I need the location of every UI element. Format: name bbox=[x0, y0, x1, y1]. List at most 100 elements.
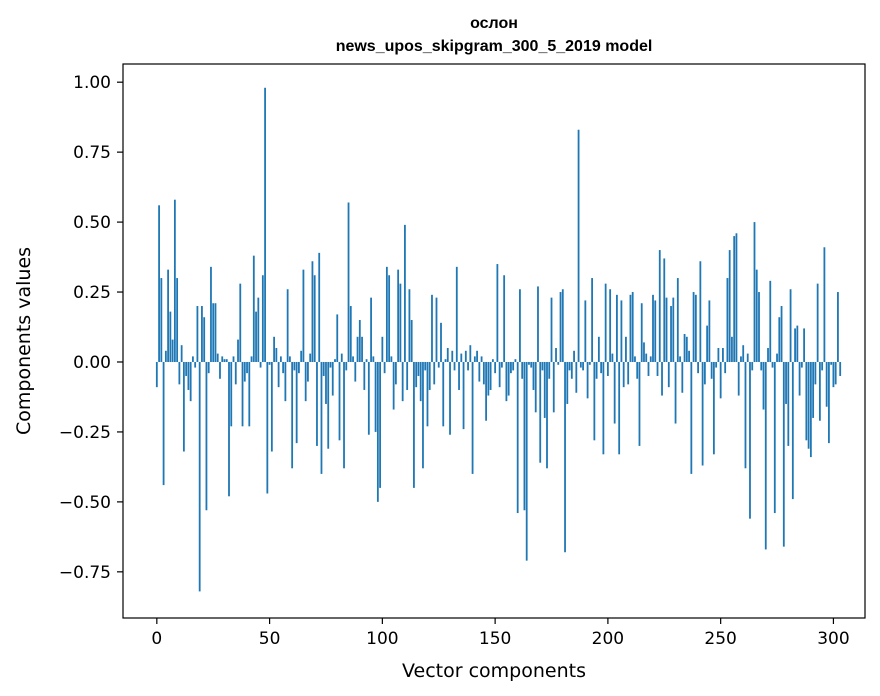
bar-component-120 bbox=[426, 361, 429, 427]
bar-component-7 bbox=[171, 339, 174, 362]
y-tick-label: −0.50 bbox=[59, 493, 111, 513]
bar-component-121 bbox=[428, 361, 431, 390]
bar-component-174 bbox=[548, 361, 551, 379]
bar-component-84 bbox=[345, 361, 348, 371]
bar-component-64 bbox=[300, 350, 303, 362]
bar-component-248 bbox=[715, 361, 718, 368]
bar-component-154 bbox=[503, 275, 506, 362]
bar-component-244 bbox=[706, 325, 709, 362]
bar-component-63 bbox=[298, 361, 300, 374]
bar-component-170 bbox=[539, 361, 542, 463]
bar-component-275 bbox=[776, 353, 778, 362]
y-tick-label: 0.00 bbox=[73, 353, 111, 373]
bar-component-235 bbox=[685, 336, 688, 362]
bar-component-155 bbox=[505, 361, 508, 402]
bar-component-250 bbox=[719, 361, 722, 399]
bar-component-16 bbox=[192, 356, 194, 362]
bar-component-21 bbox=[203, 317, 206, 362]
y-tick-label: 0.50 bbox=[73, 213, 111, 233]
bar-component-146 bbox=[485, 361, 487, 421]
bar-component-39 bbox=[243, 361, 246, 382]
bar-component-61 bbox=[293, 361, 296, 371]
bar-component-297 bbox=[825, 361, 828, 407]
bar-component-212 bbox=[634, 356, 636, 362]
bar-component-98 bbox=[376, 361, 379, 502]
bar-component-69 bbox=[311, 261, 314, 362]
x-tick-label: 200 bbox=[592, 629, 624, 649]
bar-component-280 bbox=[787, 361, 790, 446]
bar-component-289 bbox=[807, 361, 810, 449]
bar-component-97 bbox=[374, 361, 377, 432]
bar-component-132 bbox=[453, 361, 456, 371]
bar-component-52 bbox=[273, 336, 275, 362]
bar-component-131 bbox=[451, 350, 454, 362]
bar-component-267 bbox=[758, 292, 760, 362]
bar-component-153 bbox=[500, 361, 503, 368]
bar-component-300 bbox=[832, 361, 835, 388]
bar-component-93 bbox=[365, 359, 368, 362]
bar-component-96 bbox=[372, 356, 375, 362]
bar-component-210 bbox=[629, 294, 632, 362]
bar-component-200 bbox=[606, 361, 609, 376]
bar-component-243 bbox=[703, 361, 706, 385]
bar-component-302 bbox=[837, 292, 839, 362]
bar-component-116 bbox=[417, 361, 420, 376]
y-tick-label: −0.25 bbox=[59, 423, 111, 443]
plot-area-frame bbox=[122, 63, 866, 619]
bar-component-281 bbox=[789, 289, 792, 362]
bar-component-217 bbox=[645, 353, 648, 362]
bar-component-162 bbox=[521, 361, 524, 379]
bar-component-156 bbox=[507, 361, 510, 396]
bar-component-13 bbox=[185, 361, 188, 376]
bar-component-197 bbox=[600, 361, 603, 374]
bar-component-163 bbox=[523, 361, 526, 511]
bar-component-259 bbox=[740, 356, 742, 362]
x-axis-ticks: 0 50 100 150 200 250 300 bbox=[151, 618, 850, 649]
bar-component-123 bbox=[433, 361, 436, 385]
bar-component-27 bbox=[216, 353, 219, 362]
x-axis-label: Vector components bbox=[402, 660, 586, 682]
bar-component-101 bbox=[383, 361, 386, 374]
bar-component-181 bbox=[564, 361, 566, 553]
bar-component-220 bbox=[652, 294, 654, 362]
bar-component-12 bbox=[182, 361, 185, 452]
bar-component-303 bbox=[839, 361, 842, 376]
bar-component-263 bbox=[749, 361, 751, 519]
bar-component-130 bbox=[449, 361, 451, 435]
bar-component-219 bbox=[649, 356, 652, 362]
bar-component-114 bbox=[413, 361, 415, 488]
bar-component-166 bbox=[530, 361, 533, 368]
bar-component-177 bbox=[555, 347, 557, 362]
bar-component-23 bbox=[207, 361, 210, 374]
bar-component-138 bbox=[467, 361, 469, 371]
bar-component-187 bbox=[577, 129, 580, 362]
bar-component-34 bbox=[232, 356, 235, 362]
bar-component-175 bbox=[550, 297, 553, 362]
bar-component-55 bbox=[279, 356, 282, 362]
bar-component-273 bbox=[771, 361, 774, 368]
bar-component-182 bbox=[566, 361, 569, 404]
bar-component-127 bbox=[442, 361, 445, 427]
bar-component-254 bbox=[728, 250, 731, 362]
bar-component-106 bbox=[394, 361, 397, 385]
bar-component-42 bbox=[250, 356, 253, 362]
bar-component-221 bbox=[654, 300, 657, 362]
bar-component-46 bbox=[259, 361, 262, 368]
chart-subtitle: news_upos_skipgram_300_5_2019 model bbox=[336, 38, 653, 55]
bar-component-32 bbox=[228, 361, 230, 497]
bar-component-207 bbox=[622, 361, 625, 388]
bar-component-211 bbox=[631, 292, 634, 362]
bar-component-109 bbox=[401, 361, 404, 402]
bar-component-90 bbox=[358, 320, 361, 362]
x-tick-label: 100 bbox=[366, 629, 398, 649]
bar-component-294 bbox=[818, 361, 821, 421]
bar-component-208 bbox=[625, 336, 627, 362]
bar-component-126 bbox=[440, 322, 442, 362]
bar-component-151 bbox=[496, 264, 499, 362]
bar-component-124 bbox=[435, 297, 438, 362]
bar-component-188 bbox=[579, 361, 582, 368]
bar-component-44 bbox=[255, 311, 257, 362]
bar-component-141 bbox=[473, 356, 476, 362]
bar-component-240 bbox=[697, 361, 699, 374]
